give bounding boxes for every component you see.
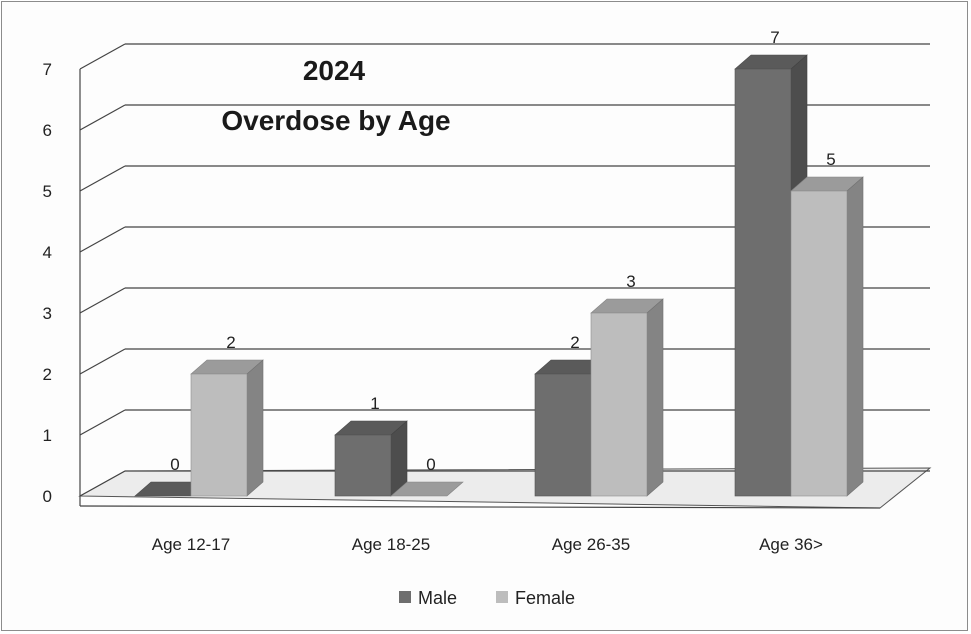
bar-top-female <box>390 481 464 497</box>
gridline-diag <box>79 226 126 253</box>
y-tick-label: 6 <box>43 121 52 140</box>
bar-female <box>590 312 648 497</box>
legend: Male Female <box>399 588 575 608</box>
gridline-diag <box>79 348 126 375</box>
legend-label-male: Male <box>418 588 457 608</box>
legend-swatch-female <box>496 591 508 603</box>
chart-title: 2024 <box>303 55 366 86</box>
gridline-diag <box>79 43 126 70</box>
chart-subtitle: Overdose by Age <box>221 105 450 136</box>
y-tick-label: 7 <box>43 60 52 79</box>
data-label-female: 5 <box>826 150 835 169</box>
gridline-diag <box>79 287 126 314</box>
data-label-male: 7 <box>770 28 779 47</box>
axes: 0 1 2 3 4 5 6 7 Age 12-17 Age 18-25 Age 26-35 Age 3… <box>43 60 881 554</box>
data-label-female: 3 <box>626 272 635 291</box>
data-label-male: 1 <box>370 394 379 413</box>
x-axis <box>79 505 881 509</box>
legend-label-female: Female <box>515 588 575 608</box>
x-tick-label: Age 18-25 <box>352 535 430 554</box>
bars <box>134 54 864 497</box>
bar-side-female <box>846 176 864 497</box>
bar-side-female <box>246 359 264 497</box>
y-tick-label: 5 <box>43 182 52 201</box>
data-label-male: 0 <box>170 455 179 474</box>
data-labels: 0 2 1 0 2 3 7 5 <box>170 28 835 474</box>
bar-male <box>534 373 592 497</box>
x-tick-label: Age 36> <box>759 535 823 554</box>
y-tick-label: 3 <box>43 304 52 323</box>
x-tick-label: Age 12-17 <box>152 535 230 554</box>
gridline-diag <box>79 165 126 192</box>
bar-side-female <box>646 298 664 497</box>
y-tick-label: 1 <box>43 426 52 445</box>
bar-male <box>334 434 392 497</box>
data-label-female: 2 <box>226 333 235 352</box>
data-label-female: 0 <box>426 455 435 474</box>
x-tick-label: Age 26-35 <box>552 535 630 554</box>
y-tick-label: 2 <box>43 365 52 384</box>
gridline-diag <box>79 104 126 131</box>
y-tick-label: 4 <box>43 243 52 262</box>
gridline-diag <box>79 470 126 497</box>
bar-female <box>190 373 248 497</box>
data-label-male: 2 <box>570 333 579 352</box>
bar-male <box>734 68 792 497</box>
bar-female <box>790 190 848 497</box>
legend-swatch-male <box>399 591 411 603</box>
y-tick-label: 0 <box>43 487 52 506</box>
gridline-diag <box>79 409 126 436</box>
